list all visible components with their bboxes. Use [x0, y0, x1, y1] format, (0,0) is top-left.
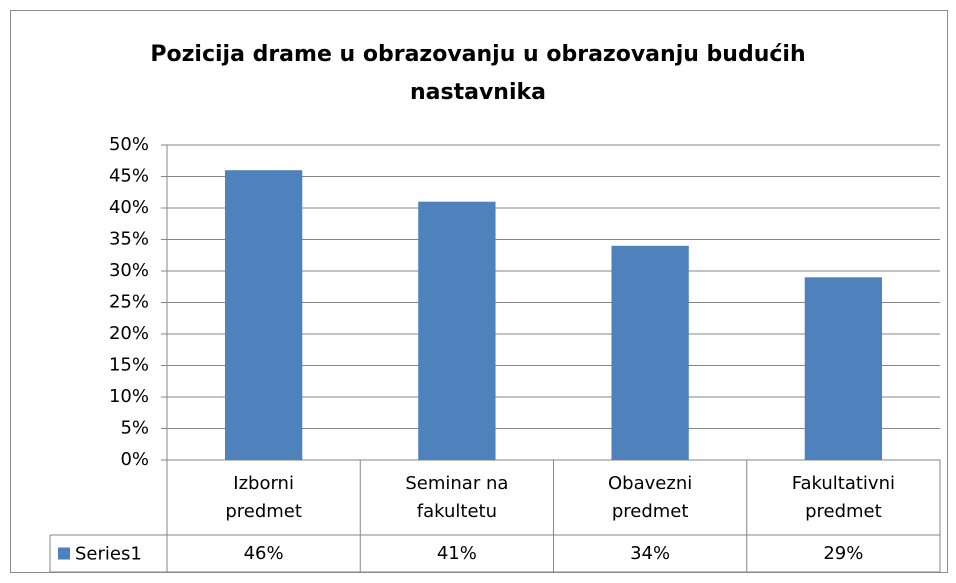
- y-tick-label: 10%: [109, 386, 149, 407]
- y-tick-label: 0%: [120, 449, 149, 470]
- bar: [224, 170, 303, 460]
- y-tick-label: 45%: [109, 166, 149, 187]
- x-tick-label: Fakultativni predmet: [791, 472, 895, 522]
- bar: [804, 277, 883, 460]
- y-tick-label: 15%: [109, 355, 149, 376]
- legend-label: Series1: [75, 544, 142, 565]
- value-label: 29%: [823, 542, 864, 564]
- y-tick-label: 30%: [109, 260, 149, 281]
- y-tick-label: 5%: [120, 418, 149, 439]
- x-tick-label: Izborni predmet: [225, 472, 302, 522]
- x-tick-label: Seminar na fakultetu: [405, 472, 509, 522]
- legend-swatch: [58, 547, 70, 560]
- y-tick-label: 35%: [109, 229, 149, 250]
- value-label: 34%: [630, 542, 671, 564]
- x-tick-label: Obavezni predmet: [608, 472, 693, 522]
- value-label: 46%: [243, 542, 284, 564]
- y-tick-label: 20%: [109, 323, 149, 344]
- bar: [418, 201, 496, 460]
- chart-title: Pozicija drame u obrazovanju u obrazovan…: [150, 42, 806, 105]
- value-label: 41%: [436, 542, 477, 564]
- y-tick-label: 40%: [109, 197, 149, 218]
- y-tick-label: 50%: [109, 134, 149, 155]
- bar: [611, 245, 689, 460]
- y-tick-label: 25%: [109, 292, 149, 313]
